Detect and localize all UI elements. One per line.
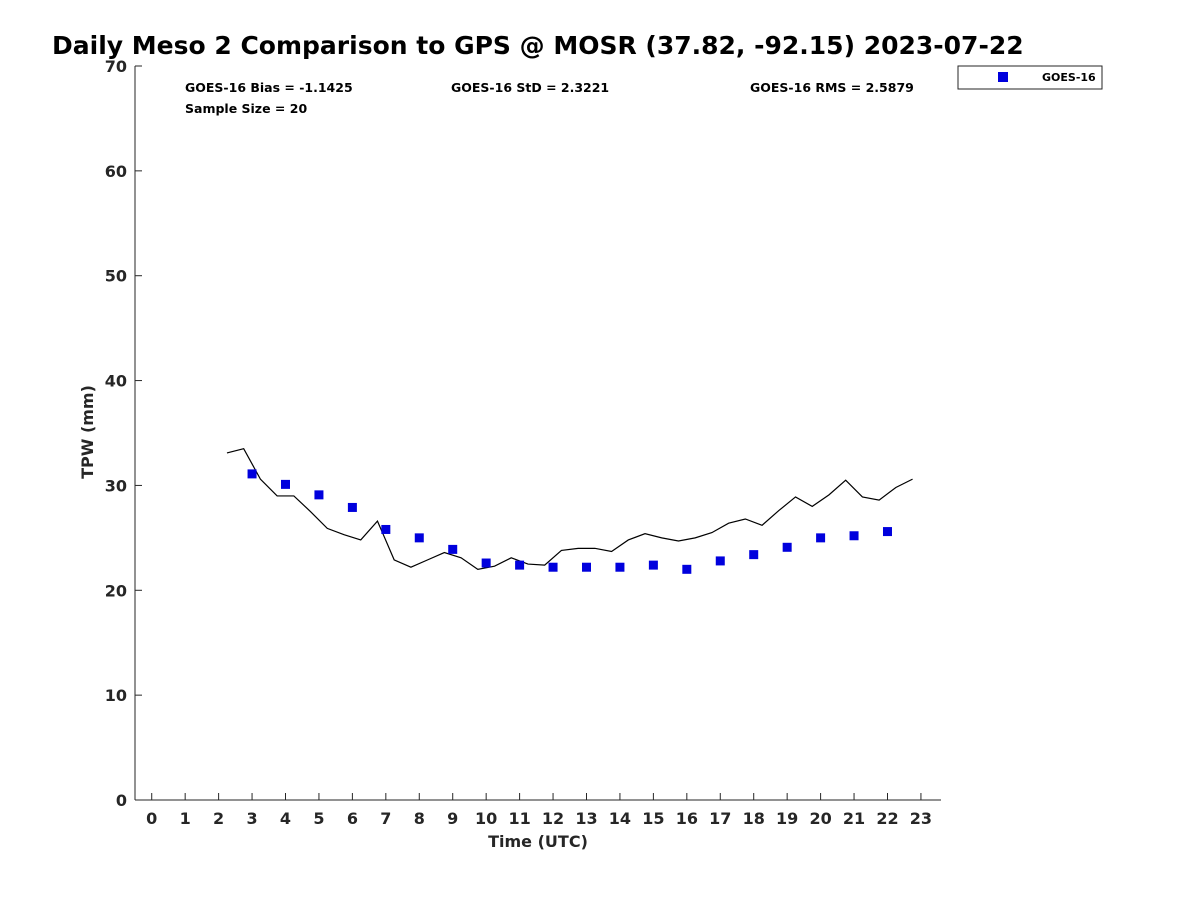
goes16-data-point	[615, 562, 625, 572]
x-tick-label: 2	[213, 809, 224, 828]
x-tick-label: 22	[876, 809, 898, 828]
x-tick-label: 18	[743, 809, 765, 828]
x-tick-label: 12	[542, 809, 564, 828]
goes16-data-point	[381, 524, 391, 534]
goes16-data-point	[448, 544, 458, 554]
axes	[134, 66, 941, 801]
y-tick-label: 60	[105, 162, 127, 181]
x-tick-label: 9	[447, 809, 458, 828]
y-tick-label: 0	[116, 791, 127, 810]
goes16-data-point	[849, 531, 859, 541]
goes16-data-point	[414, 533, 424, 543]
goes16-data-point	[816, 533, 826, 543]
gps-tpw-line	[226, 448, 913, 570]
x-tick-label: 8	[414, 809, 425, 828]
goes16-data-point	[882, 527, 892, 537]
x-tick-label: 15	[642, 809, 664, 828]
goes16-data-point	[581, 562, 591, 572]
x-tick-label: 11	[508, 809, 530, 828]
goes16-data-point	[715, 556, 725, 566]
x-axis-label: Time (UTC)	[488, 832, 588, 851]
goes16-data-point	[347, 502, 357, 512]
x-ticks: 0 1 2 3 4 5 6 7 8 9 10 11 12 13 14 15 16 17 18 19 20 21 22 23	[146, 793, 932, 828]
goes16-data-point	[782, 542, 792, 552]
y-tick-label: 40	[105, 372, 127, 391]
goes16-data-point	[515, 560, 525, 570]
x-tick-label: 21	[843, 809, 865, 828]
legend: GOES-16	[957, 65, 1103, 90]
x-tick-label: 16	[676, 809, 698, 828]
stat-bias: GOES-16 Bias = -1.1425	[185, 80, 353, 95]
y-axis-label: TPW (mm)	[78, 385, 97, 479]
goes16-data-point	[548, 562, 558, 572]
x-tick-label: 17	[709, 809, 731, 828]
legend-marker-goes16	[998, 72, 1008, 82]
goes16-data-point	[749, 550, 759, 560]
y-tick-label: 70	[105, 57, 127, 76]
x-tick-label: 19	[776, 809, 798, 828]
goes16-data-point	[481, 558, 491, 568]
y-ticks: 0 10 20 30 40 50 60 70	[105, 57, 142, 810]
x-tick-label: 13	[575, 809, 597, 828]
goes16-data-point	[280, 479, 290, 489]
x-tick-label: 14	[609, 809, 631, 828]
x-tick-label: 5	[313, 809, 324, 828]
x-tick-label: 6	[347, 809, 358, 828]
y-tick-label: 30	[105, 476, 127, 495]
x-tick-label: 4	[280, 809, 291, 828]
y-tick-label: 20	[105, 581, 127, 600]
stat-sample-size: Sample Size = 20	[185, 101, 307, 116]
y-tick-label: 50	[105, 267, 127, 286]
stat-std: GOES-16 StD = 2.3221	[451, 80, 609, 95]
chart-title: Daily Meso 2 Comparison to GPS @ MOSR (3…	[52, 31, 1024, 60]
goes16-data-point	[247, 469, 257, 479]
legend-box	[957, 65, 1103, 90]
x-tick-label: 20	[809, 809, 831, 828]
goes16-data-point	[648, 560, 658, 570]
x-tick-label: 1	[180, 809, 191, 828]
goes16-data-point	[314, 490, 324, 500]
x-tick-label: 10	[475, 809, 497, 828]
y-tick-label: 10	[105, 686, 127, 705]
x-tick-label: 3	[246, 809, 257, 828]
goes16-data-point	[682, 564, 692, 574]
legend-label-goes16: GOES-16	[1042, 71, 1096, 84]
x-tick-label: 7	[380, 809, 391, 828]
plot-area	[226, 448, 913, 574]
x-tick-label: 0	[146, 809, 157, 828]
x-tick-label: 23	[910, 809, 932, 828]
stat-rms: GOES-16 RMS = 2.5879	[750, 80, 914, 95]
